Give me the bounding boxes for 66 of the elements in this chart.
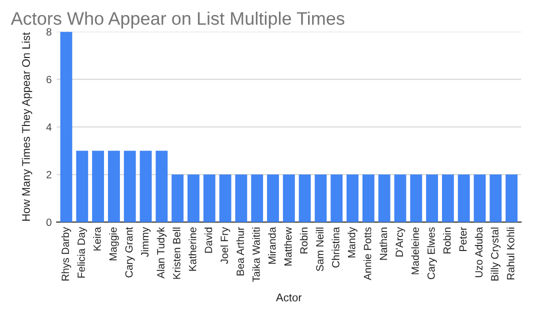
- bar: [172, 174, 184, 222]
- x-tick-label: Felicia Day: [77, 226, 87, 278]
- x-tick-label: Katherine: [188, 227, 196, 271]
- x-tick-label: Peter: [459, 227, 467, 252]
- x-tick-label: Taika Waititi: [252, 228, 260, 282]
- bar: [203, 174, 216, 222]
- bar: [394, 174, 406, 222]
- x-tick-label: Maggie: [109, 227, 119, 260]
- bar: [235, 174, 248, 222]
- bar: [378, 174, 390, 222]
- bar: [219, 174, 232, 222]
- x-tick-label: Cary Elwes: [427, 227, 437, 280]
- x-tick-label: Miranda: [268, 226, 276, 264]
- bar: [92, 150, 104, 222]
- x-tick-label: D'Arcy: [396, 226, 406, 256]
- x-tick-label: Jimmy: [140, 226, 151, 257]
- bar: [458, 174, 470, 222]
- bar: [108, 150, 120, 222]
- x-tick-label: Kristen Bell: [172, 228, 180, 279]
- bar: [156, 150, 168, 222]
- x-axis-title: Actor: [276, 294, 302, 302]
- bar: [330, 174, 343, 222]
- bar: [60, 32, 72, 222]
- x-tick-label: Bea Arthur: [236, 227, 244, 276]
- x-tick-label: Sam Neill: [316, 228, 324, 272]
- bar: [346, 174, 358, 222]
- x-tick-label: Robin: [300, 228, 308, 254]
- y-axis-title: How Many Times They Appear On List: [22, 32, 32, 221]
- x-tick-label: Keira: [93, 226, 101, 250]
- y-tick-label: 8: [46, 28, 52, 36]
- y-tick-label: 0: [46, 218, 52, 226]
- x-tick-label: Alan Tudyk: [156, 226, 167, 278]
- x-tick-label: Robin: [443, 228, 451, 254]
- bar: [298, 174, 311, 222]
- bar: [76, 150, 88, 222]
- x-tick-label: Christina: [332, 226, 340, 268]
- x-tick-label: David: [204, 228, 212, 253]
- bar: [140, 150, 152, 222]
- bar: [267, 174, 279, 222]
- bar: [282, 174, 295, 222]
- x-tick-label: Uzo Aduba: [474, 226, 483, 278]
- bar: [442, 174, 454, 222]
- bar: [426, 174, 438, 222]
- x-tick-label: Madeleine: [411, 227, 419, 274]
- bar: [490, 174, 502, 222]
- chart-title: Actors Who Appear on List Multiple Times: [10, 12, 344, 28]
- x-tick-label: Annie Potts: [364, 227, 372, 280]
- x-tick-label: Nathan: [379, 228, 388, 260]
- y-tick-label: 4: [46, 124, 52, 131]
- x-tick-label: Joel Fry: [220, 226, 230, 264]
- bar: [506, 174, 518, 222]
- bar: [314, 174, 327, 222]
- bar: [124, 150, 136, 222]
- x-tick-label: Mandy: [348, 226, 358, 258]
- y-tick-label: 2: [46, 171, 52, 178]
- bar: [362, 174, 374, 222]
- bar: [474, 174, 486, 222]
- x-tick-label: Matthew: [284, 226, 292, 266]
- bar: [410, 174, 422, 222]
- y-tick-label: 6: [46, 76, 52, 84]
- x-tick-label: Rhys Darby: [61, 226, 72, 281]
- x-tick-label: Billy Crystal: [490, 228, 501, 281]
- x-tick-label: Cary Grant: [125, 227, 135, 278]
- bar: [251, 174, 264, 222]
- x-tick-label: Rahul Kohli: [506, 228, 514, 280]
- bar: [188, 174, 200, 222]
